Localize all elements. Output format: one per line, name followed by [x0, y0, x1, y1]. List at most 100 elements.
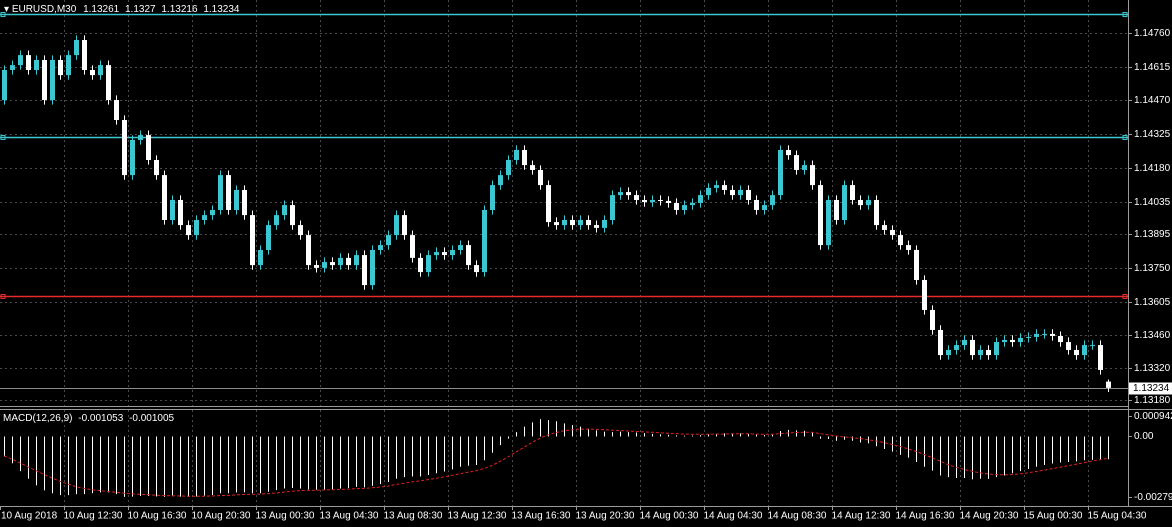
signal-line [3, 428, 1109, 497]
symbol-header: ▾ EURUSD,M30 1.13261 1.1327 1.13216 1.13… [4, 4, 240, 15]
x-tick-label: 14 Aug 08:30 [768, 511, 827, 522]
macd-value: -0.001053 [78, 413, 123, 424]
candle-body [1066, 342, 1071, 350]
candle-body [842, 185, 847, 220]
candle-body [874, 199, 879, 226]
x-tick-label: 14 Aug 04:30 [704, 511, 763, 522]
candle-body [298, 225, 303, 236]
candle-body [458, 245, 463, 250]
candle-body [802, 165, 807, 170]
bid-label: 1.13234 [1133, 383, 1170, 394]
candle-body [778, 149, 783, 196]
x-tick-label: 14 Aug 16:30 [896, 511, 955, 522]
y-tick-label: 1.13750 [1134, 263, 1171, 274]
candle-body [1082, 345, 1087, 356]
candle-body [186, 225, 191, 236]
candle-body [362, 255, 367, 286]
candle-body [58, 59, 63, 76]
candle-body [970, 339, 975, 356]
x-tick-label: 13 Aug 20:30 [576, 511, 635, 522]
candle-body [506, 159, 511, 176]
candle-body [138, 135, 143, 140]
candle-body [634, 195, 639, 200]
candle-body [562, 219, 567, 226]
candle-body [90, 69, 95, 76]
candle-body [490, 185, 495, 210]
candle-body [610, 195, 615, 220]
candle-body [338, 257, 343, 266]
candle-body [10, 65, 15, 70]
macd-header: MACD(12,26,9) -0.001053 -0.001005 [3, 413, 175, 424]
candle-body [370, 249, 375, 286]
candle-body [578, 219, 583, 226]
candle-body [34, 59, 39, 70]
candle-body [26, 55, 31, 70]
candle-body [1058, 336, 1063, 343]
candle-body [770, 195, 775, 206]
candle-body [626, 192, 631, 196]
candle-body [234, 189, 239, 210]
candle-body [1034, 333, 1039, 337]
candle-body [242, 189, 247, 216]
candle-body [658, 199, 663, 201]
candle-body [378, 245, 383, 250]
candle-body [202, 215, 207, 220]
candle-body [666, 200, 671, 203]
candle-body [810, 165, 815, 186]
candle-body [114, 99, 119, 120]
candle-body [962, 339, 967, 346]
candle-body [162, 175, 167, 220]
candle-body [210, 209, 215, 216]
candle-body [130, 139, 135, 176]
candle-body [146, 135, 151, 160]
candle-body [618, 192, 623, 196]
x-tick-label: 13 Aug 08:30 [384, 511, 443, 522]
x-tick-label: 13 Aug 04:30 [320, 511, 379, 522]
x-tick-label: 15 Aug 04:30 [1088, 511, 1147, 522]
candle-body [50, 59, 55, 100]
y-tick-label: 1.13605 [1134, 297, 1171, 308]
candle-body [930, 309, 935, 330]
candle-body [66, 55, 71, 76]
candle-body [786, 149, 791, 156]
candle-body [722, 185, 727, 190]
candle-body [450, 249, 455, 256]
candle-body [226, 175, 231, 210]
candle-body [266, 225, 271, 250]
candle-body [826, 199, 831, 246]
candle-body [274, 215, 279, 226]
candle-body [818, 185, 823, 246]
x-tick-label: 13 Aug 12:30 [448, 511, 507, 522]
candles [2, 35, 1111, 393]
level-handle [1122, 12, 1128, 17]
y-tick-label: 1.14180 [1134, 163, 1171, 174]
x-tick-label: 13 Aug 00:30 [256, 511, 315, 522]
candle-body [466, 245, 471, 266]
candle-body [282, 205, 287, 216]
candle-body [690, 203, 695, 206]
candle-body [522, 149, 527, 166]
candle-body [570, 219, 575, 226]
candle-body [714, 185, 719, 188]
candle-body [98, 65, 103, 76]
candle-body [498, 175, 503, 186]
candle-body [978, 349, 983, 356]
y-tick-label: 1.13180 [1134, 395, 1171, 406]
candle-body [674, 203, 679, 210]
candle-body [866, 199, 871, 206]
candle-body [762, 205, 767, 210]
candle-body [1018, 337, 1023, 343]
y-tick-label: 1.13320 [1134, 363, 1171, 374]
header-close: 1.13234 [203, 4, 240, 15]
candle-body [170, 199, 175, 220]
candle-body [1050, 333, 1055, 337]
candle-body [1090, 345, 1095, 347]
candle-body [82, 39, 87, 70]
candle-body [346, 257, 351, 266]
candle-body [154, 159, 159, 176]
candle-body [42, 59, 47, 100]
candle-body [434, 252, 439, 256]
signal-value: -0.001005 [129, 413, 174, 424]
